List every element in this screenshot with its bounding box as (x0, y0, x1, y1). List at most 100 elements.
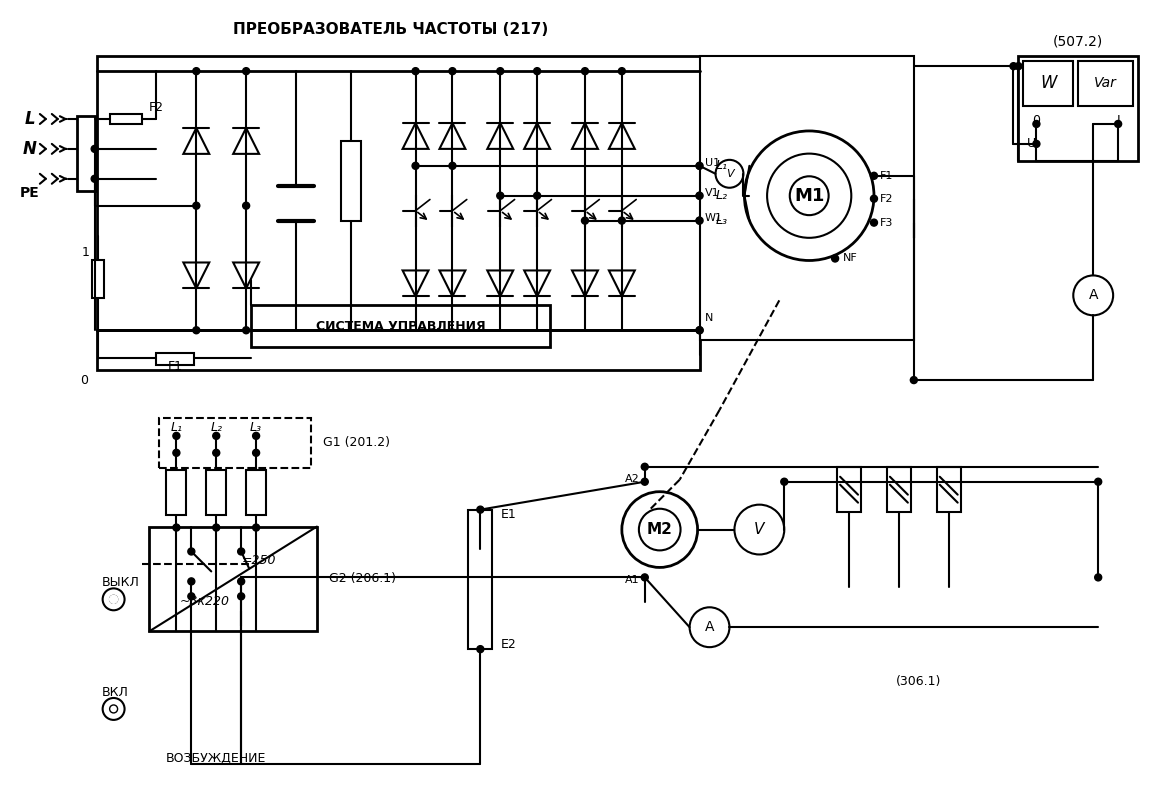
Polygon shape (403, 271, 429, 297)
Circle shape (173, 524, 180, 531)
Polygon shape (233, 263, 259, 289)
Text: U: U (1027, 137, 1036, 151)
Text: I: I (1117, 114, 1120, 127)
Circle shape (910, 376, 917, 384)
Circle shape (1073, 276, 1113, 315)
Circle shape (91, 145, 98, 152)
Circle shape (696, 326, 703, 334)
Circle shape (238, 593, 245, 600)
Circle shape (696, 192, 703, 199)
Text: U1: U1 (705, 158, 720, 168)
Circle shape (641, 478, 648, 485)
Text: W: W (1041, 74, 1057, 92)
Polygon shape (572, 123, 598, 149)
Bar (207, 470, 226, 514)
Circle shape (412, 68, 419, 75)
Circle shape (243, 326, 249, 334)
Text: L₁: L₁ (716, 160, 728, 172)
Bar (159, 418, 311, 467)
Bar (91, 260, 104, 298)
Bar (1019, 56, 1138, 161)
Circle shape (477, 506, 484, 513)
Circle shape (477, 646, 484, 653)
Circle shape (696, 217, 703, 224)
Text: L: L (24, 110, 35, 128)
Text: 0: 0 (1033, 114, 1041, 127)
Circle shape (735, 505, 784, 555)
Circle shape (243, 202, 249, 210)
Circle shape (188, 593, 195, 600)
Circle shape (696, 192, 703, 199)
Circle shape (103, 698, 125, 720)
Polygon shape (487, 123, 513, 149)
Circle shape (110, 705, 118, 713)
Text: ~3к220: ~3к220 (179, 596, 230, 609)
Bar (469, 509, 492, 649)
Text: ВЫКЛ: ВЫКЛ (102, 575, 140, 589)
Circle shape (193, 202, 200, 210)
Circle shape (781, 478, 788, 485)
Text: N: N (705, 314, 713, 323)
Circle shape (238, 548, 245, 555)
Bar (700, 56, 914, 340)
Bar (1023, 61, 1073, 106)
Circle shape (690, 607, 730, 647)
Circle shape (1115, 120, 1122, 127)
Circle shape (253, 449, 260, 456)
Circle shape (193, 68, 200, 75)
Circle shape (412, 162, 419, 169)
Circle shape (639, 509, 680, 550)
Circle shape (696, 162, 703, 169)
Text: Var: Var (1094, 76, 1117, 90)
Text: M2: M2 (647, 522, 672, 537)
Polygon shape (572, 271, 598, 297)
Text: СИСТЕМА УПРАВЛЕНИЯ: СИСТЕМА УПРАВЛЕНИЯ (315, 320, 485, 333)
Text: L₂: L₂ (716, 189, 728, 202)
Bar (837, 467, 860, 512)
Circle shape (641, 574, 648, 581)
Polygon shape (524, 123, 550, 149)
Bar (251, 305, 550, 347)
Bar (156, 353, 194, 365)
Circle shape (238, 578, 245, 585)
Circle shape (1033, 120, 1040, 127)
Text: E2: E2 (500, 638, 516, 650)
Circle shape (581, 68, 588, 75)
Circle shape (173, 449, 180, 456)
Circle shape (253, 524, 260, 531)
Text: PE: PE (20, 185, 39, 200)
Polygon shape (403, 123, 429, 149)
Polygon shape (609, 271, 635, 297)
Text: E1: E1 (500, 508, 516, 521)
Bar (1079, 61, 1133, 106)
Circle shape (193, 326, 200, 334)
Bar (341, 141, 360, 221)
Circle shape (110, 596, 118, 604)
Circle shape (213, 524, 219, 531)
Text: V1: V1 (705, 188, 720, 197)
Text: F3: F3 (880, 218, 893, 227)
Text: =250: =250 (241, 554, 276, 567)
Circle shape (696, 217, 703, 224)
Text: ВКЛ: ВКЛ (102, 687, 128, 700)
Text: M1: M1 (793, 187, 825, 205)
Circle shape (213, 432, 219, 439)
Polygon shape (487, 271, 513, 297)
Text: A2: A2 (625, 474, 640, 484)
Circle shape (581, 217, 588, 224)
Text: W1: W1 (705, 213, 723, 222)
Text: F2: F2 (880, 193, 894, 204)
Text: NF: NF (843, 254, 858, 264)
Bar (937, 467, 961, 512)
Circle shape (534, 68, 541, 75)
Text: A: A (1088, 289, 1098, 302)
Text: V: V (725, 168, 733, 179)
Circle shape (243, 68, 249, 75)
Text: 1: 1 (82, 246, 90, 259)
Circle shape (618, 68, 625, 75)
Circle shape (91, 175, 98, 182)
Circle shape (696, 162, 703, 169)
Text: L₃: L₃ (716, 214, 728, 227)
Text: F2: F2 (149, 101, 164, 114)
Circle shape (1095, 574, 1102, 581)
